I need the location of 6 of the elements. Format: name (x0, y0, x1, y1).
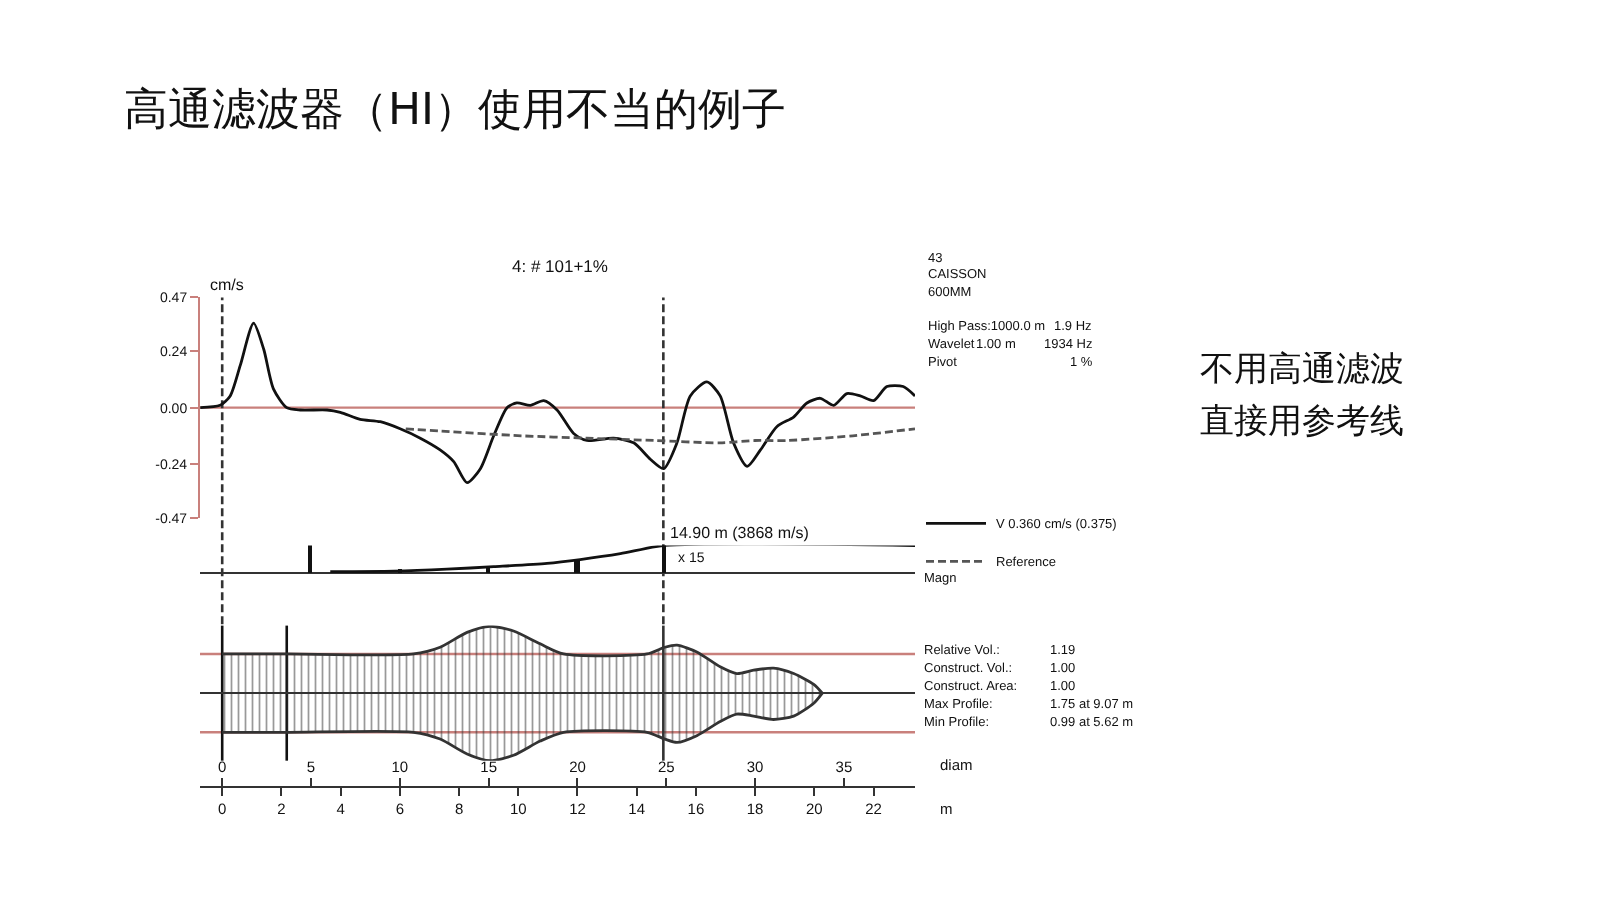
ref-line-label: 14.90 m (3868 m/s) (670, 524, 810, 542)
chart-title: 高通滤波器（HI）使用不当的例子 (124, 85, 787, 136)
chart-subtitle: 4: # 101+1% (512, 256, 609, 276)
y-axis-title: cm/s (210, 276, 244, 294)
text: 不用高通滤波 (1200, 350, 1404, 390)
text: 直接用参考线 (1200, 402, 1404, 442)
